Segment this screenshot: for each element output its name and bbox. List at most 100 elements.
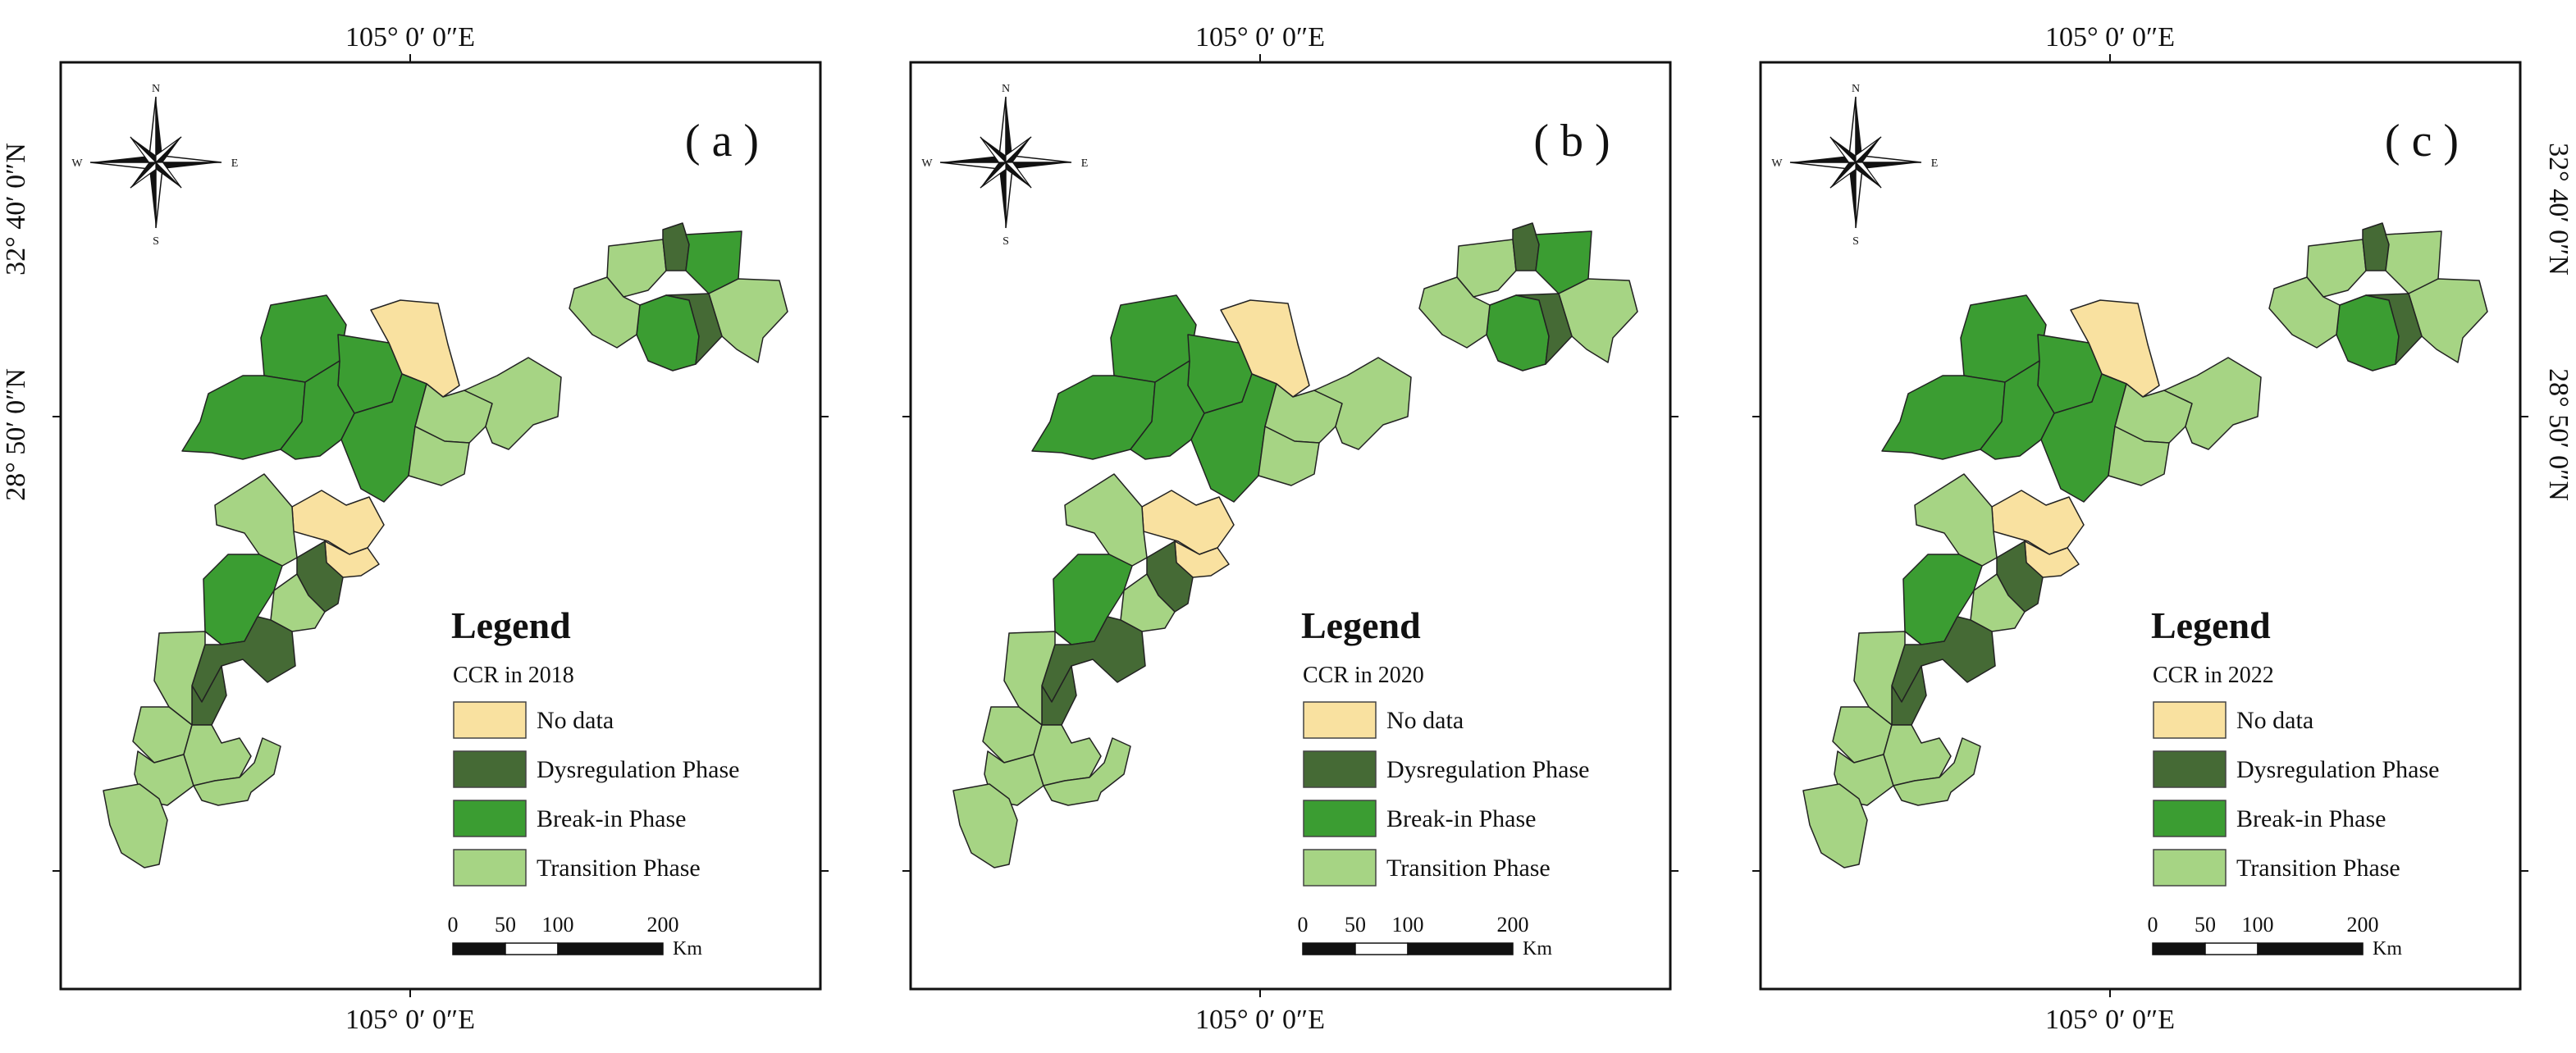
scale-tick-100: 100: [542, 913, 574, 937]
map-panel-c: 105° 0′ 0″E 105° 0′ 0″E ( c ) N S E W Legend CCR…: [1752, 22, 2528, 1035]
scale-unit: Km: [673, 938, 702, 960]
legend-swatch-transition: [2153, 849, 2227, 887]
compass-e: E: [231, 157, 239, 170]
legend-label-breakin: Break-in Phase: [537, 805, 686, 832]
compass-e: E: [1081, 157, 1089, 170]
region-r04: [708, 278, 788, 363]
map-frame: [59, 61, 822, 991]
region-map: [952, 222, 1638, 868]
region-r07: [569, 276, 641, 349]
region-map: [103, 222, 788, 868]
panel-tag: ( a ): [685, 116, 759, 166]
region-r06: [2365, 293, 2423, 365]
region-r28: [1033, 724, 1102, 786]
scale-tick-0: 0: [2148, 913, 2158, 937]
region-r30: [1802, 783, 1868, 868]
scale-tick-200: 200: [647, 913, 679, 937]
legend-label-breakin: Break-in Phase: [2236, 805, 2386, 832]
lat-label-left-south: 28° 50′ 0″N: [1, 368, 31, 501]
legend-swatch-dysregulation: [2153, 750, 2227, 788]
scale-tick-100: 100: [1392, 913, 1424, 937]
compass-s: S: [153, 235, 159, 248]
compass-n: N: [1852, 83, 1860, 95]
legend-label-dysregulation: Dysregulation Phase: [2236, 756, 2439, 783]
legend-swatch-breakin: [453, 800, 527, 837]
region-r15: [1258, 426, 1320, 486]
compass-rose-icon: N S E W: [921, 83, 1088, 248]
region-r17: [1991, 490, 2085, 555]
legend-subtitle: CCR in 2018: [453, 663, 574, 688]
region-r07: [1418, 276, 1491, 349]
scale-tick-50: 50: [495, 913, 516, 937]
lon-label-bottom: 105° 0′ 0″E: [345, 1005, 475, 1035]
legend-swatch-dysregulation: [1303, 750, 1377, 788]
legend-swatch-breakin: [1303, 800, 1377, 837]
region-r29: [1893, 737, 1981, 806]
region-r17: [291, 490, 385, 555]
region-r12: [280, 360, 355, 460]
region-r12: [1130, 360, 1205, 460]
compass-s: S: [1852, 235, 1859, 248]
region-r06: [1515, 293, 1573, 365]
lon-label-top: 105° 0′ 0″E: [1195, 22, 1325, 52]
lat-label-right-north: 32° 40′ 0″N: [2543, 143, 2574, 276]
region-r21: [1902, 554, 1983, 645]
region-r06: [665, 293, 723, 365]
compass-w: W: [921, 157, 933, 170]
legend-label-dysregulation: Dysregulation Phase: [1386, 756, 1589, 783]
lat-labels-left: 32° 40′ 0″N 28° 50′ 0″N: [1, 143, 31, 501]
legend-title: Legend: [2151, 604, 2271, 646]
compass-rose-icon: N S E W: [71, 83, 238, 248]
compass-e: E: [1931, 157, 1939, 170]
scale-tick-50: 50: [1345, 913, 1366, 937]
legend-label-no_data: No data: [1386, 707, 1464, 734]
region-r15: [408, 426, 470, 486]
legend-swatch-no_data: [2153, 701, 2227, 739]
map-frame: [909, 61, 1672, 991]
region-r04: [2408, 278, 2488, 363]
lon-label-bottom: 105° 0′ 0″E: [1195, 1005, 1325, 1035]
compass-n: N: [1002, 83, 1010, 95]
compass-rose-icon: N S E W: [1771, 83, 1938, 248]
lat-label-left-north: 32° 40′ 0″N: [1, 143, 31, 276]
legend-swatch-transition: [453, 849, 527, 887]
scale-tick-100: 100: [2242, 913, 2274, 937]
legend-swatch-no_data: [453, 701, 527, 739]
panel-tag: ( b ): [1533, 116, 1610, 166]
scale-tick-200: 200: [2347, 913, 2379, 937]
lon-label-top: 105° 0′ 0″E: [345, 22, 475, 52]
region-r25: [1003, 631, 1056, 726]
region-r29: [1043, 737, 1131, 806]
region-r25: [153, 631, 206, 726]
region-r29: [193, 737, 281, 806]
region-r02: [2362, 222, 2390, 271]
legend-label-dysregulation: Dysregulation Phase: [537, 756, 739, 783]
region-r15: [2108, 426, 2170, 486]
scale-unit: Km: [1523, 938, 1552, 960]
region-r12: [1980, 360, 2055, 460]
legend-subtitle: CCR in 2020: [1303, 663, 1424, 688]
compass-w: W: [1771, 157, 1783, 170]
region-r21: [1053, 554, 1133, 645]
legend: Legend CCR in 2018 No data Dysregulation Ph…: [451, 604, 739, 887]
region-r16: [464, 357, 562, 450]
region-r04: [1558, 278, 1638, 363]
map-panel-a: 105° 0′ 0″E 105° 0′ 0″E ( a ) N S E W Legend CCR…: [53, 22, 829, 1035]
region-r16: [2163, 357, 2262, 450]
lat-label-right-south: 28° 50′ 0″N: [2543, 368, 2574, 501]
region-r28: [183, 724, 252, 786]
scale-tick-0: 0: [1298, 913, 1309, 937]
legend-label-transition: Transition Phase: [2236, 855, 2400, 882]
region-r07: [2268, 276, 2341, 349]
legend-swatch-dysregulation: [453, 750, 527, 788]
region-r02: [662, 222, 690, 271]
region-r16: [1313, 357, 1412, 450]
region-r30: [103, 783, 168, 868]
lon-label-bottom: 105° 0′ 0″E: [2045, 1005, 2175, 1035]
legend-title: Legend: [1301, 604, 1421, 646]
region-r02: [1512, 222, 1540, 271]
